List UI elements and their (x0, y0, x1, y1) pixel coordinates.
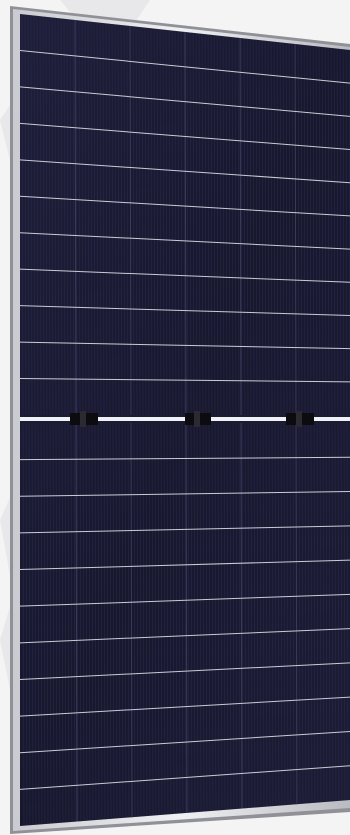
cell-row-gap (20, 765, 350, 790)
cell-row-gap (20, 305, 350, 316)
cell-finger-line (348, 14, 350, 826)
cell-row-gap (20, 341, 350, 350)
cell-row-gap (20, 662, 350, 680)
cell-row-gap (20, 525, 350, 534)
cell-row-gap (20, 593, 350, 607)
cell-row-gap (20, 268, 350, 283)
cell-row-gaps (20, 49, 350, 790)
cell-row-gap (20, 378, 350, 383)
cell-row-gap (20, 232, 350, 250)
cell-row-gap (20, 491, 350, 497)
junction-box-right (286, 411, 314, 427)
cell-row-gap (20, 122, 350, 151)
junction-box-center (185, 411, 211, 427)
cell-row-gap (20, 86, 350, 117)
cell-row-gap (20, 628, 350, 644)
cell-row-gap (20, 559, 350, 571)
cell-row-gap (20, 195, 350, 217)
center-busbar (20, 411, 350, 427)
junction-box-left (70, 411, 98, 427)
cell-row-gap (20, 696, 350, 717)
cell-row-gap (20, 49, 350, 84)
cell-row-gap (20, 730, 350, 754)
cell-row-gap (20, 456, 350, 461)
cell-row-gap (20, 159, 350, 184)
